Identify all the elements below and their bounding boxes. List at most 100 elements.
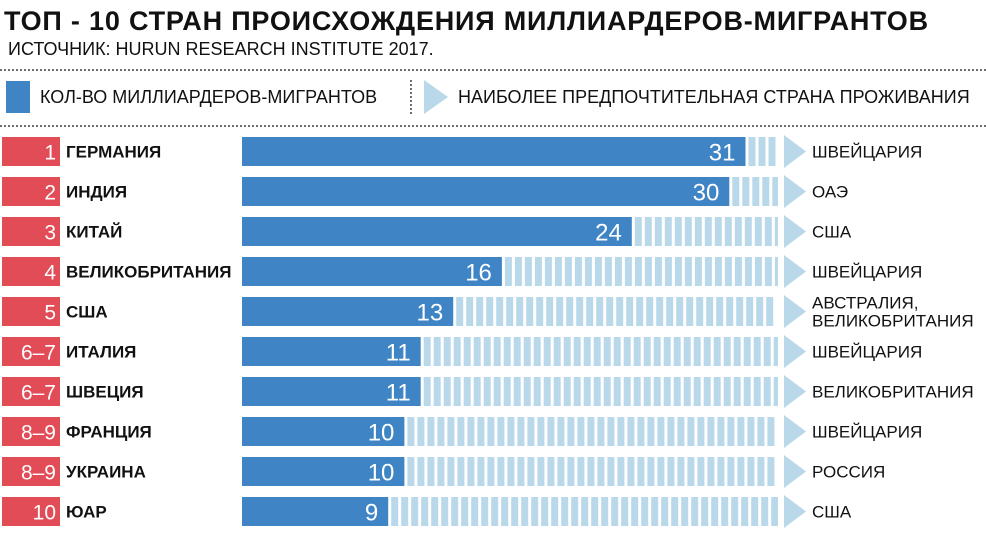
bar-stripe	[676, 297, 684, 326]
bar-stripe	[697, 457, 705, 486]
bar-stripe	[417, 417, 425, 446]
bar-stripe	[471, 497, 479, 526]
legend-top-divider	[0, 69, 986, 71]
bar-stripe	[641, 497, 649, 526]
bar-stripe	[391, 497, 399, 526]
bar-stripe	[724, 217, 732, 246]
bar-stripe	[761, 497, 769, 526]
bar-stripe	[576, 297, 584, 326]
bar-stripe	[716, 297, 724, 326]
bar-stripe	[764, 257, 772, 286]
rank-label: 1	[44, 142, 56, 165]
bar-stripe	[493, 377, 501, 406]
bar-stripe	[594, 257, 602, 286]
value-bar	[242, 417, 405, 446]
legend-arrow-icon	[424, 80, 448, 114]
destination-label: ШВЕЙЦАРИЯ	[812, 343, 922, 362]
bar-stripe	[737, 457, 745, 486]
destination-label: АВСТРАЛИЯ,	[812, 294, 919, 313]
value-bar	[242, 377, 421, 406]
bar-stripe	[427, 457, 435, 486]
bar-stripe	[591, 497, 599, 526]
bar-stripe	[537, 417, 545, 446]
bar-stripe	[643, 377, 651, 406]
value-bar	[242, 297, 454, 326]
bar-stripe	[593, 377, 601, 406]
bar-stripe	[731, 497, 739, 526]
bar-stripe	[407, 417, 415, 446]
bar-stripe	[521, 497, 529, 526]
bar-stripe	[487, 457, 495, 486]
bar-stripe	[533, 337, 541, 366]
bar-stripe	[704, 217, 712, 246]
bar-stripe	[603, 337, 611, 366]
bar-stripe	[687, 457, 695, 486]
bar-stripe	[677, 417, 685, 446]
bar-stripe	[713, 377, 721, 406]
bar-stripe	[634, 257, 642, 286]
bar-stripe	[774, 257, 778, 286]
bar-stripe	[706, 297, 714, 326]
bar-stripe	[736, 297, 744, 326]
bar-stripe	[754, 217, 762, 246]
bar-stripe	[626, 297, 634, 326]
bar-stripe	[721, 497, 729, 526]
bar-stripe	[613, 377, 621, 406]
destination-arrow-icon	[784, 175, 806, 208]
bar-stripe	[661, 497, 669, 526]
legend-item-count: КОЛ-ВО МИЛЛИАРДЕРОВ-МИГРАНТОВ	[0, 78, 377, 116]
bar-stripe	[486, 297, 494, 326]
country-label: КИТАЙ	[66, 223, 122, 242]
value-label: 16	[465, 260, 492, 287]
bar-stripe	[627, 417, 635, 446]
bar-stripe	[623, 337, 631, 366]
bar-stripe	[753, 337, 761, 366]
rank-badge	[2, 297, 60, 326]
bar-stripe	[743, 377, 751, 406]
legend-separator	[410, 80, 412, 114]
rank-label: 6–7	[21, 382, 56, 405]
bar-stripe	[613, 337, 621, 366]
bar-stripe	[701, 497, 709, 526]
bar-stripe	[704, 257, 712, 286]
destination-label: ВЕЛИКОБРИТАНИЯ	[812, 383, 974, 402]
bar-stripe	[747, 417, 755, 446]
bar-stripe	[634, 217, 642, 246]
bar-stripe	[754, 257, 762, 286]
bar-stripe	[563, 337, 571, 366]
bar-stripe	[587, 457, 595, 486]
bar-stripe	[524, 257, 532, 286]
bar-stripe	[457, 457, 465, 486]
destination-arrow-icon	[784, 135, 806, 168]
rank-badge	[2, 337, 60, 366]
destination-arrow-icon	[784, 495, 806, 528]
bar-stripe	[614, 257, 622, 286]
bar-stripe	[527, 417, 535, 446]
bar-stripe	[723, 377, 731, 406]
bar-stripe	[507, 417, 515, 446]
bar-stripe	[681, 497, 689, 526]
bar-stripe	[554, 257, 562, 286]
bar-stripe	[714, 257, 722, 286]
bar-stripe	[497, 457, 505, 486]
bar-stripe	[744, 217, 752, 246]
bar-stripe	[456, 297, 464, 326]
bar-stripe	[596, 297, 604, 326]
bar-stripe	[684, 257, 692, 286]
rank-label: 8–9	[21, 462, 56, 485]
bar-stripe	[627, 457, 635, 486]
bar-stripe	[741, 497, 749, 526]
bar-stripe	[686, 297, 694, 326]
bar-stripe	[453, 337, 461, 366]
bar-stripe	[543, 337, 551, 366]
bar-stripe	[526, 297, 534, 326]
bar-stripe	[577, 417, 585, 446]
bar-stripe	[774, 217, 778, 246]
bar-stripe	[671, 497, 679, 526]
bar-stripe	[483, 337, 491, 366]
bar-stripe	[584, 257, 592, 286]
value-label: 13	[416, 300, 443, 327]
bar-stripe	[437, 457, 445, 486]
bar-stripe	[673, 337, 681, 366]
bar-stripe	[757, 457, 765, 486]
